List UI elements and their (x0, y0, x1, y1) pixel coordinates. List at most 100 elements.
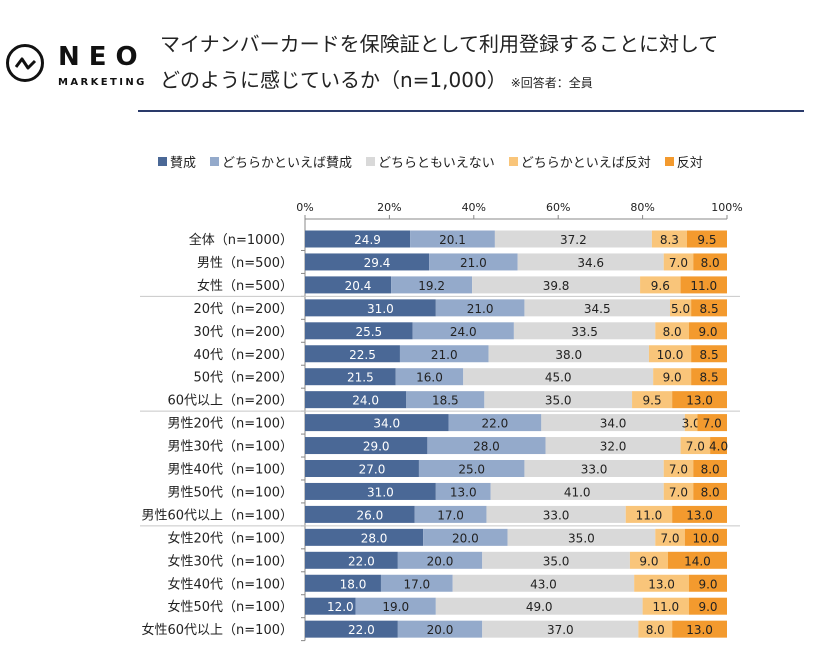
bar-segment (697, 414, 727, 432)
legend-swatch (158, 157, 167, 166)
bar-segment (305, 597, 356, 615)
data-label: 13.0 (686, 623, 713, 637)
data-label: 24.0 (450, 325, 477, 339)
data-label: 35.0 (543, 554, 570, 568)
data-label: 8.0 (701, 485, 720, 499)
bar-segment (672, 391, 727, 409)
bar-segment (448, 414, 542, 432)
bar-segment (494, 230, 652, 248)
data-label: 20.1 (439, 233, 466, 247)
data-label: 8.3 (660, 233, 679, 247)
legend-label: どちらかといえば賛成 (222, 156, 353, 171)
data-label: 9.0 (663, 371, 682, 385)
bar-segment (414, 505, 487, 523)
legend-label: どちらともいえない (378, 156, 495, 171)
bar-segment (689, 322, 727, 340)
data-label: 13.0 (450, 485, 477, 499)
data-label: 8.0 (646, 623, 665, 637)
bar-segment (653, 368, 692, 386)
bar-segment (651, 230, 687, 248)
bar-segment (486, 505, 626, 523)
category-label: 女性20代（n=100） (168, 530, 294, 546)
bar-segment (672, 505, 727, 523)
legend-swatch (664, 157, 674, 166)
bar-segment (305, 230, 411, 248)
category-label: 女性40代（n=100） (168, 576, 294, 592)
category-label: 40代（n=200） (194, 348, 294, 363)
data-label: 25.0 (458, 463, 485, 477)
legend-swatch (210, 157, 220, 166)
bar-segment (429, 253, 518, 271)
data-label: 27.0 (359, 463, 386, 477)
bar-segment (691, 299, 727, 317)
legend-item: どちらともいえない (366, 152, 495, 171)
data-label: 26.0 (357, 508, 384, 522)
bar-segment (395, 368, 464, 386)
category-label: 50代（n=200） (194, 371, 294, 386)
header-divider (138, 110, 804, 112)
data-label: 37.2 (560, 233, 587, 247)
data-label: 7.0 (686, 440, 705, 454)
legend-item: 反対 (664, 152, 703, 171)
bar-segment (410, 230, 495, 248)
bar-segment (524, 460, 664, 477)
bar-segment (305, 482, 436, 500)
bar-segment (305, 505, 415, 523)
bar-segment (545, 437, 681, 455)
bar-segment (305, 368, 396, 386)
data-label: 35.0 (568, 531, 595, 545)
bar-segment (355, 597, 436, 615)
bar-segment (691, 345, 727, 363)
bar-segment (305, 620, 398, 638)
bar-segment (655, 528, 685, 546)
category-label: 男性50代（n=100） (168, 485, 294, 500)
data-label: 20.0 (452, 531, 479, 545)
data-label: 31.0 (367, 485, 394, 499)
data-label: 9.0 (698, 600, 717, 614)
data-label: 8.5 (700, 302, 719, 316)
category-label: 女性30代（n=100） (168, 553, 294, 569)
data-label: 38.0 (555, 348, 582, 362)
bar-segment (629, 551, 668, 569)
data-label: 11.0 (690, 279, 717, 293)
data-label: 31.0 (367, 302, 394, 316)
data-label: 14.0 (684, 554, 711, 568)
bar-segment (689, 597, 727, 615)
data-label: 10.0 (693, 531, 720, 545)
bar-segment (490, 482, 664, 500)
data-label: 16.0 (416, 371, 443, 385)
data-label: 21.0 (431, 348, 458, 362)
data-label: 41.0 (564, 485, 591, 499)
category-label: 女性60代以上（n=100） (142, 622, 294, 638)
data-label: 28.0 (361, 531, 388, 545)
chart-title-line1: マイナンバーカードを保険証として利用登録することに対して (160, 32, 719, 56)
bar-segment (638, 620, 673, 638)
bar-segment (380, 574, 453, 592)
bar-segment (648, 345, 692, 363)
data-label: 11.0 (636, 508, 663, 522)
x-tick-label: 100% (711, 201, 742, 214)
data-label: 7.0 (669, 485, 688, 499)
data-label: 13.0 (686, 508, 713, 522)
bar-segment (541, 414, 685, 432)
data-label: 33.0 (543, 508, 570, 522)
bar-segment (305, 460, 419, 477)
bar-segment (655, 322, 690, 340)
category-label: 男性（n=500） (197, 256, 293, 271)
data-label: 9.5 (697, 233, 716, 247)
data-label: 3.0 (682, 417, 701, 431)
bar-segment (663, 482, 694, 500)
category-label: 60代以上（n=200） (168, 394, 294, 409)
data-label: 34.0 (373, 417, 400, 431)
bar-segment (305, 414, 449, 432)
category-label: 女性（n=500） (197, 278, 293, 294)
data-label: 33.0 (581, 463, 608, 477)
category-label: 女性50代（n=100） (168, 599, 294, 615)
data-label: 34.5 (584, 302, 611, 316)
data-label: 12.0 (327, 600, 354, 614)
category-label: 男性20代（n=100） (168, 417, 294, 432)
bar-segment (507, 528, 656, 546)
data-label: 9.0 (698, 325, 717, 339)
bar-segment (305, 391, 407, 409)
data-label: 34.0 (600, 417, 627, 431)
